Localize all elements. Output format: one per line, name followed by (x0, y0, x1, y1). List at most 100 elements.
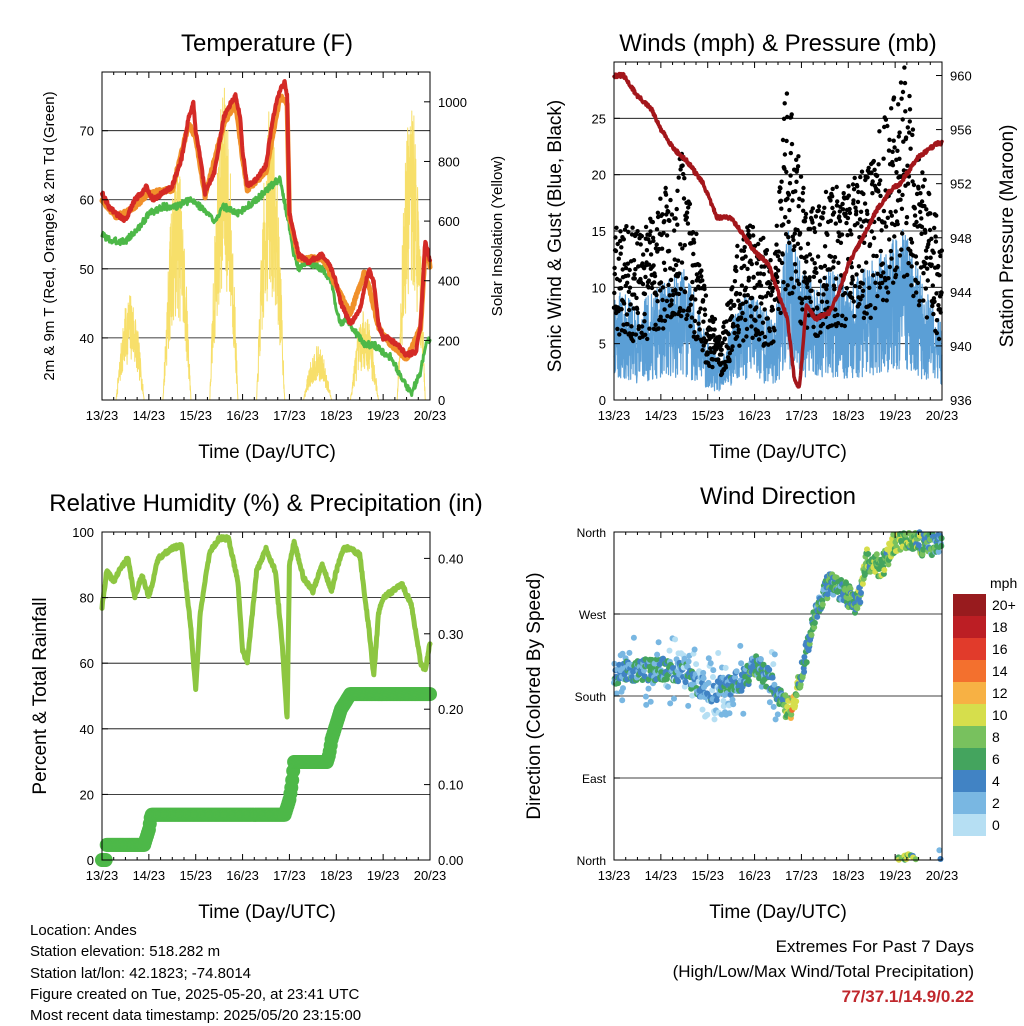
direction-point (808, 631, 815, 638)
gust-point (758, 283, 764, 288)
gust-point (810, 220, 815, 225)
gust-point (900, 117, 905, 122)
direction-point (774, 711, 781, 718)
temp-ytick-right-label-4: 800 (438, 154, 460, 169)
gust-point (905, 125, 910, 130)
gust-point (847, 206, 852, 212)
direction-point (859, 580, 866, 587)
gust-point (861, 191, 866, 197)
gust-point (836, 230, 841, 235)
direction-point (737, 642, 744, 649)
gust-point (675, 258, 681, 263)
gust-point (693, 297, 698, 302)
gust-point (666, 248, 672, 254)
gust-point (770, 307, 775, 312)
gust-point (936, 303, 941, 308)
gust-point (896, 189, 902, 194)
gust-point (907, 93, 912, 99)
gust-point (639, 324, 645, 329)
direction-point (873, 551, 880, 558)
dir-xtick-label-7: 20/23 (926, 868, 959, 883)
gust-point (654, 292, 659, 298)
wind-xtick-label-0: 13/23 (598, 408, 631, 423)
direction-point (643, 701, 650, 708)
gust-point (661, 260, 667, 265)
gust-point (815, 333, 820, 338)
wind-ytick-right-label-6: 960 (950, 69, 972, 84)
gust-point (837, 209, 842, 214)
wind-ytick-label-2: 10 (592, 280, 606, 295)
gust-point (846, 193, 851, 198)
gust-point (796, 204, 801, 209)
gust-point (801, 185, 806, 191)
gust-point (931, 296, 937, 301)
rh-ytick-right-label-3: 0.30 (438, 627, 463, 642)
gust-point (846, 184, 851, 189)
gust-point (662, 219, 667, 224)
gust-point (729, 298, 734, 304)
gust-point (796, 281, 802, 287)
gust-point (692, 330, 697, 335)
gust-point (682, 176, 687, 181)
gust-point (687, 201, 693, 207)
gust-point (928, 211, 933, 216)
gust-point (922, 203, 927, 209)
gust-point (736, 327, 741, 332)
wind-xtick-label-1: 14/23 (645, 408, 678, 423)
gust-point (791, 247, 796, 253)
gust-point (743, 285, 749, 290)
direction-point (685, 658, 692, 665)
gust-point (916, 303, 922, 308)
wind-xtick-label-6: 19/23 (879, 408, 912, 423)
gust-point (849, 281, 854, 286)
gust-point (732, 330, 737, 336)
colorbar-label-3: 6 (992, 751, 1000, 767)
direction-point (935, 548, 942, 555)
gust-point (668, 277, 674, 283)
winds-ylabel-right: Station Pressure (Maroon) (997, 125, 1018, 348)
gust-point (869, 229, 874, 234)
station-info: Location: Andes Station elevation: 518.2… (30, 920, 361, 1026)
gust-point (794, 179, 799, 184)
gust-point (678, 286, 684, 292)
gust-point (833, 221, 838, 226)
gust-point (756, 337, 762, 342)
gust-point (690, 230, 696, 235)
gust-point (913, 254, 919, 259)
gust-point (786, 219, 791, 224)
gust-point (805, 241, 811, 246)
humidity-ylabel-left: Percent & Total Rainfall (30, 597, 51, 794)
gust-point (690, 294, 695, 299)
colorbar-label-5: 10 (992, 707, 1008, 723)
gust-point (743, 254, 748, 259)
gust-point (795, 164, 801, 169)
gust-point (792, 262, 798, 267)
gust-point (892, 145, 897, 150)
gust-point (702, 283, 707, 288)
gust-point (919, 231, 924, 236)
gust-point (852, 314, 857, 319)
gust-point (855, 199, 861, 205)
gust-point (763, 294, 769, 299)
temp-ytick-label-0: 40 (80, 331, 94, 346)
direction-point (788, 711, 795, 718)
direction-point (766, 699, 773, 706)
gust-point (693, 287, 698, 292)
gust-point (828, 254, 834, 259)
gust-point (817, 222, 822, 227)
direction-point (733, 668, 740, 675)
gust-point (681, 308, 686, 313)
gust-point (646, 262, 652, 267)
gust-point (908, 236, 914, 242)
gust-point (835, 199, 840, 204)
gust-point (894, 265, 899, 270)
gust-point (642, 291, 648, 297)
gust-point (832, 255, 838, 260)
dir-xtick-label-0: 13/23 (598, 868, 631, 883)
direction-point (793, 692, 800, 699)
gust-point (857, 301, 862, 307)
gust-point (873, 280, 878, 285)
dewpoint-line (100, 175, 432, 397)
gust-point (805, 285, 810, 290)
direction-point (654, 651, 661, 658)
